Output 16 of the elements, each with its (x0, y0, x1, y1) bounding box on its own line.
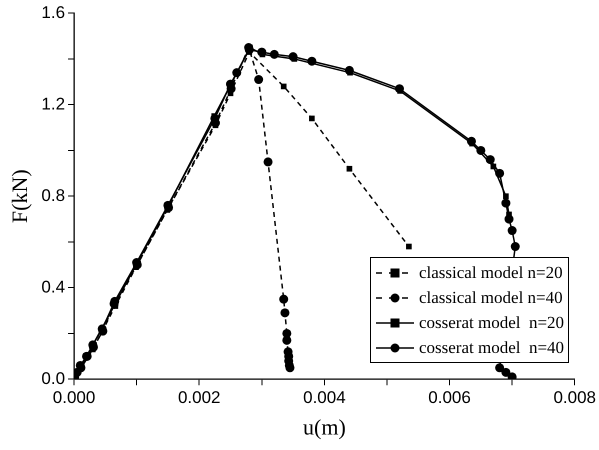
x-tick-label: 0.004 (303, 388, 346, 408)
y-tick-label: 1.2 (41, 94, 66, 114)
legend-label: cosserat model n=20 (418, 312, 564, 334)
legend-label: classical model n=20 (418, 262, 563, 284)
legend-label: cosserat model n=40 (418, 337, 564, 360)
y-tick-label: 0.8 (41, 186, 66, 205)
x-axis-title: u(m) (303, 414, 346, 440)
y-tick-label: 0.0 (41, 368, 66, 388)
x-tick-label: 0.002 (178, 388, 220, 408)
y-axis-title: F(kN) (6, 169, 32, 224)
x-tick-label: 0.000 (52, 388, 96, 408)
x-tick-label: 0.006 (428, 388, 471, 408)
y-tick-label: 0.4 (41, 277, 66, 296)
x-tick-label: 0.008 (553, 388, 596, 408)
legend-label: classical model n=40 (418, 287, 563, 310)
y-tick-label: 1.6 (41, 2, 66, 22)
